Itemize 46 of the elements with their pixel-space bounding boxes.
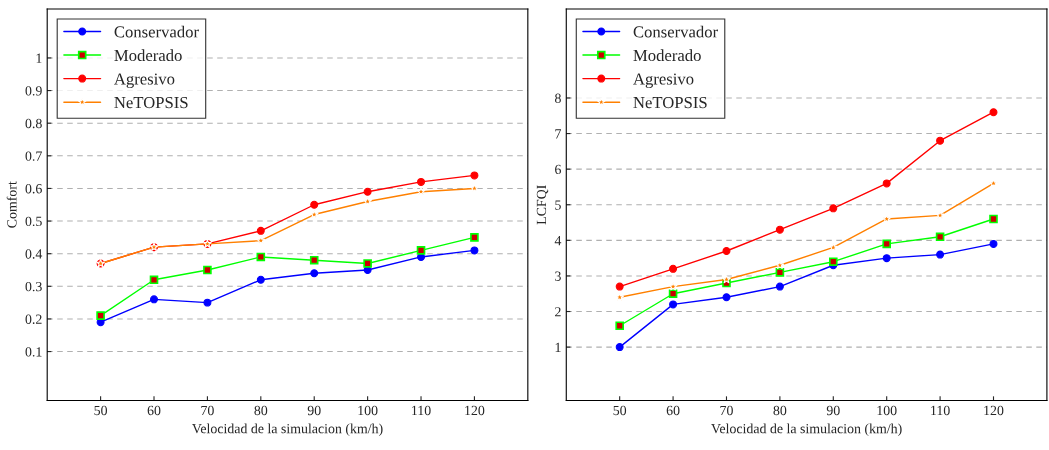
x-tick-label: 60	[147, 405, 161, 416]
x-tick-label: 120	[465, 405, 485, 416]
x-tick-label: 110	[931, 405, 950, 416]
x-axis-title: Velocidad de la simulacion (km/h)	[711, 423, 902, 437]
y-tick-label: 6	[555, 164, 561, 175]
y-tick-label: 7	[555, 129, 562, 139]
y-tick-label: 1	[555, 342, 561, 352]
x-tick-label: 50	[94, 405, 108, 416]
y-tick-label: 0.6	[25, 184, 42, 194]
y-axis-title: LCFQI	[536, 185, 549, 225]
y-tick-label: 3	[555, 271, 561, 281]
y-axis-title: Comfort	[6, 181, 17, 228]
legend-label: Moderado	[633, 49, 701, 62]
x-tick-label: 80	[254, 405, 268, 416]
y-tick-label: 0.9	[25, 86, 42, 96]
x-tick-label: 110	[412, 405, 431, 416]
x-tick-label: 80	[773, 405, 787, 416]
x-tick-label: 90	[307, 405, 321, 416]
y-tick-label: 0.7	[25, 151, 42, 161]
legend-label: Moderado	[114, 49, 182, 62]
x-tick-label: 100	[877, 405, 897, 416]
y-tick-label: 0.8	[25, 118, 42, 129]
y-tick-label: 0.4	[25, 249, 43, 259]
x-tick-label: 100	[358, 405, 378, 416]
y-tick-label: 0.1	[25, 347, 42, 357]
legend-label: Agresivo	[114, 73, 175, 89]
y-tick-label: 8	[555, 93, 561, 103]
legend-label: NeTOPSIS	[633, 96, 707, 109]
legend-label: Conservador	[633, 25, 718, 38]
x-tick-label: 90	[826, 405, 840, 416]
y-tick-label: 5	[555, 200, 561, 210]
legend-label: Agresivo	[633, 73, 694, 89]
x-tick-label: 60	[666, 405, 680, 416]
legend-label: NeTOPSIS	[114, 96, 188, 109]
y-tick-label: 4	[554, 236, 562, 246]
y-tick-label: 0.5	[25, 216, 42, 227]
y-tick-label: 2	[555, 307, 561, 317]
legend-label: Conservador	[114, 25, 199, 38]
y-tick-label: 0.2	[25, 314, 42, 324]
x-tick-label: 70	[201, 405, 214, 416]
x-tick-label: 50	[613, 405, 627, 416]
x-axis-title: Velocidad de la simulacion (km/h)	[192, 423, 383, 437]
x-tick-label: 120	[984, 405, 1004, 416]
y-tick-label: 1	[36, 53, 42, 63]
y-tick-label: 0.3	[25, 281, 42, 292]
x-tick-label: 70	[720, 405, 733, 416]
